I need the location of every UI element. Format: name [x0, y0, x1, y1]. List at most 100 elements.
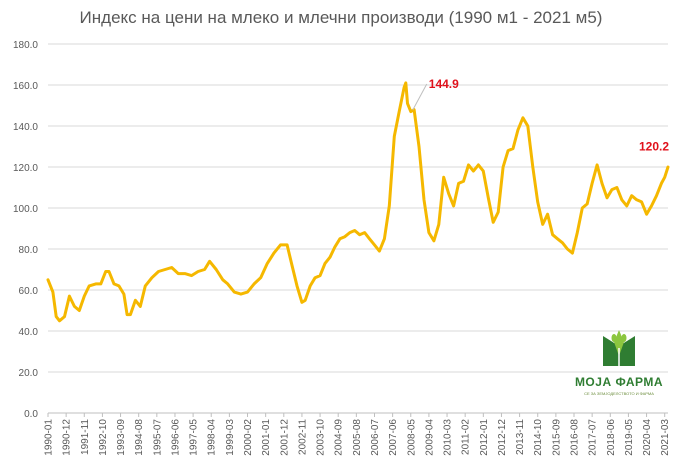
data-point — [552, 234, 554, 236]
data-point — [83, 295, 85, 297]
annotations: 144.9 120.2 — [412, 77, 669, 154]
x-tick-label: 2005-08 — [352, 419, 363, 456]
data-point — [88, 285, 90, 287]
x-tick-label: 2020-04 — [642, 419, 653, 456]
data-point — [413, 109, 415, 111]
x-tick-label: 2011-02 — [461, 419, 472, 455]
logo-tagline: СЕ ЗА ЗЕМЈОДЕЛСТВОТО И ФАРМА — [584, 391, 654, 396]
data-point — [324, 262, 326, 264]
data-point — [190, 275, 193, 277]
x-tick-label: 2007-06 — [388, 419, 399, 456]
data-point — [164, 268, 166, 271]
data-point — [354, 229, 356, 232]
x-tick-label: 1990-12 — [62, 419, 73, 456]
data-point — [660, 182, 663, 184]
data-point — [428, 232, 430, 234]
annotation-leader — [412, 83, 428, 111]
data-point — [177, 273, 179, 275]
data-point — [240, 293, 242, 295]
data-point — [433, 240, 435, 242]
x-tick-label: 2008-05 — [406, 419, 417, 456]
x-tick-label: 2009-04 — [424, 419, 435, 456]
data-point — [108, 270, 110, 273]
data-point — [233, 291, 235, 293]
data-point — [571, 252, 574, 254]
data-point — [576, 232, 578, 234]
data-point — [344, 236, 346, 238]
y-tick-label: 60.0 — [19, 286, 39, 297]
data-point — [547, 213, 549, 215]
y-tick-label: 180.0 — [13, 40, 38, 51]
data-point — [646, 213, 648, 215]
data-point — [266, 262, 268, 264]
x-tick-label: 2001-01 — [261, 419, 272, 456]
data-point — [368, 238, 371, 240]
y-tick-label: 120.0 — [13, 163, 38, 174]
moja-farma-logo — [603, 330, 635, 366]
data-point — [157, 270, 160, 273]
data-point — [664, 176, 666, 178]
x-tick-label: 2012-01 — [479, 419, 490, 456]
data-point — [462, 180, 465, 182]
y-tick-label: 160.0 — [13, 81, 38, 92]
data-point — [542, 223, 544, 225]
data-point — [655, 195, 658, 197]
data-points — [47, 82, 669, 322]
data-point — [667, 166, 669, 168]
data-point — [393, 135, 395, 137]
data-point — [215, 268, 217, 271]
data-point — [95, 283, 97, 285]
data-point — [304, 299, 306, 301]
y-tick-label: 80.0 — [19, 245, 39, 256]
data-point — [227, 283, 229, 285]
data-point — [596, 164, 598, 166]
chart-title: Индекс на цени на млеко и млечни произво… — [79, 8, 603, 27]
data-point — [443, 176, 445, 178]
data-point — [621, 199, 623, 201]
data-point — [273, 252, 275, 254]
x-tick-label: 1992-10 — [98, 419, 109, 456]
x-tick-label: 2015-09 — [551, 419, 562, 456]
x-tick-label: 2019-05 — [624, 419, 635, 456]
data-point — [388, 205, 390, 207]
data-point — [472, 170, 474, 172]
data-point — [291, 264, 293, 266]
x-tick-label: 2002-11 — [297, 419, 308, 455]
data-point — [118, 285, 120, 287]
data-point — [129, 314, 131, 316]
x-tick-label: 1998-04 — [207, 419, 218, 456]
data-point — [52, 291, 54, 293]
x-tick-label: 2010-03 — [443, 419, 454, 456]
data-point — [286, 244, 288, 246]
data-point — [334, 246, 336, 248]
data-point — [497, 211, 499, 213]
data-point — [641, 201, 643, 203]
data-point — [611, 189, 613, 191]
data-point — [423, 199, 425, 201]
gridlines — [48, 43, 668, 373]
x-tick-label: 1997-05 — [189, 419, 200, 456]
x-tick-label: 2017-07 — [588, 419, 599, 456]
y-tick-label: 40.0 — [19, 327, 39, 338]
logo-name: МОЈА ФАРМА — [574, 375, 664, 389]
data-point — [383, 238, 385, 240]
data-point — [126, 314, 128, 316]
data-point — [105, 270, 107, 273]
data-point — [171, 266, 173, 269]
x-tick-label: 1996-06 — [170, 419, 181, 456]
data-point — [319, 275, 321, 277]
data-point — [556, 238, 559, 240]
data-point — [398, 111, 400, 113]
data-point — [482, 170, 484, 172]
y-tick-label: 140.0 — [13, 122, 38, 133]
x-tick-label: 2016-08 — [570, 419, 581, 456]
data-point — [197, 270, 199, 273]
x-tick-label: 1994-08 — [134, 419, 145, 456]
data-point — [406, 102, 409, 104]
data-point — [296, 285, 298, 287]
data-point — [359, 234, 361, 236]
data-point — [246, 291, 249, 293]
data-point — [418, 145, 420, 148]
data-point — [100, 283, 102, 285]
